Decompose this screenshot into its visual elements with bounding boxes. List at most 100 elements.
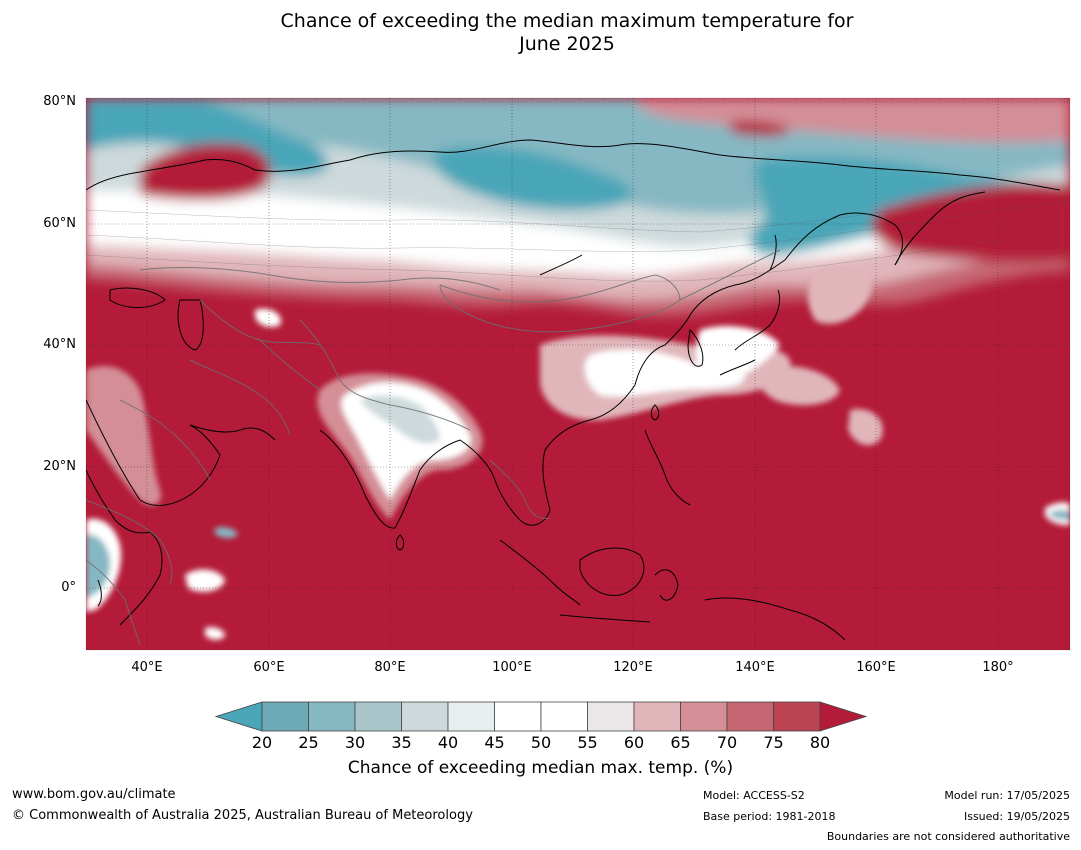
coast-kamchatka (894, 191, 986, 266)
coast-new-guinea (704, 597, 846, 641)
region-kamchatka-warm (808, 266, 872, 324)
colorbar-tick-65: 65 (670, 733, 691, 752)
border-africa (86, 499, 173, 586)
colorbar-tick-50: 50 (530, 733, 552, 752)
coast-africa (86, 469, 151, 534)
colorbar-bin-40-45 (447, 701, 495, 732)
coast-borneo (579, 547, 645, 596)
footer-disclaimer: Boundaries are not considered authoritat… (826, 830, 1070, 843)
region-arctic-warm (637, 98, 1070, 143)
region-india-35-45 (360, 395, 440, 444)
lon-label-40e: 40°E (131, 660, 163, 675)
coastlines (86, 139, 1061, 641)
contour-1 (86, 199, 1070, 252)
coast-japan (719, 289, 781, 376)
colorbar-bin-55-60 (587, 701, 635, 732)
colorbar-tick-45: 45 (484, 733, 505, 752)
india-tibet-shading (86, 266, 1070, 640)
colorbar-bin-65-70 (680, 701, 728, 732)
coast-okhotsk (784, 212, 903, 266)
anomaly-shading (86, 98, 1070, 316)
region-pacific-cool-core (1050, 509, 1070, 521)
coast-korea (687, 328, 704, 367)
border-africa-2 (86, 559, 141, 646)
coast-madagascar (97, 579, 102, 607)
map-title-line1: Chance of exceeding the median maximum t… (280, 10, 854, 32)
footer-model: Model: ACCESS-S2 (703, 789, 805, 802)
coast-indochina (542, 384, 636, 511)
colorbar-bin-30-35 (354, 701, 402, 732)
colorbar-tick-20: 20 (251, 733, 273, 752)
colorbar-tick-60: 60 (623, 733, 645, 752)
colorbar-bin-75-80 (773, 701, 821, 732)
country-boundaries (86, 249, 781, 646)
coast-scandinavia (86, 159, 256, 191)
region-ne-warm (872, 183, 1070, 263)
contour-3 (86, 194, 1001, 233)
region-below-20-central (433, 145, 633, 211)
lon-label-140e: 140°E (735, 660, 775, 675)
colorbar-bin-50-55 (540, 701, 588, 732)
colorbar (214, 701, 868, 732)
colorbar-tick-40: 40 (437, 733, 459, 752)
colorbar-bin-60-65 (633, 701, 681, 732)
region-arabia-55-70 (86, 366, 161, 506)
coast-india (319, 429, 461, 529)
region-arctic-warm-core (730, 120, 790, 137)
lat-label-40n: 40°N (43, 337, 76, 352)
colorbar-extend-high (819, 701, 868, 732)
footer-copyright: © Commonwealth of Australia 2025, Austra… (12, 808, 473, 823)
coast-black-sea (109, 287, 166, 308)
border-saudi (119, 399, 211, 481)
coast-arabia (86, 399, 221, 506)
region-japan-cool (696, 325, 780, 385)
colorbar-bin-25-30 (308, 701, 356, 732)
coast-russia-north (254, 139, 1061, 191)
colorbar-bin-20-25 (261, 701, 309, 732)
colorbar-bin-45-50 (494, 701, 542, 732)
region-pamir-pale (255, 308, 281, 327)
lon-label-180: 180° (982, 660, 1014, 675)
footer-url: www.bom.gov.au/climate (12, 787, 176, 802)
lon-label-80e: 80°E (374, 660, 406, 675)
region-scandinavia-warm (140, 143, 271, 200)
border-central-asia (199, 299, 321, 346)
coast-persian-gulf (189, 424, 276, 441)
border-indochina (489, 459, 551, 519)
coast-caspian (177, 299, 204, 351)
lat-label-0: 0° (61, 580, 76, 595)
region-pacific-pale (758, 366, 840, 406)
coast-taiwan (650, 404, 660, 421)
coast-sumatra (499, 539, 581, 606)
lon-label-160e: 160°E (856, 660, 896, 675)
region-pacific-pale-2 (848, 409, 883, 446)
coast-philippines (644, 429, 691, 506)
border-iran (189, 359, 291, 436)
region-ocean-cool-2 (205, 627, 225, 640)
colorbar-tick-35: 35 (391, 733, 412, 752)
lon-label-120e: 120°E (613, 660, 653, 675)
graticule (86, 98, 1070, 650)
map-title-line2: June 2025 (519, 33, 615, 55)
colorbar-bin-70-75 (726, 701, 774, 732)
footer-base-period: Base period: 1981-2018 (703, 810, 836, 823)
lat-label-60n: 60°N (43, 216, 76, 231)
coast-somalia (119, 531, 163, 626)
coast-china (634, 259, 786, 386)
region-east-asia-45-55 (584, 349, 745, 397)
region-ethiopia-cool (215, 527, 238, 538)
coast-lake-baikal (539, 254, 583, 276)
region-below-20-west (86, 100, 329, 176)
border-russia-china-east (679, 249, 781, 301)
border-china-west (299, 319, 471, 431)
region-ocean-cool-1 (185, 569, 225, 592)
coast-sulawesi (654, 569, 679, 601)
colorbar-title: Chance of exceeding median max. temp. (%… (347, 758, 734, 778)
colorbar-tick-30: 30 (344, 733, 366, 752)
colorbar-tick-25: 25 (298, 733, 319, 752)
lat-label-80n: 80°N (43, 94, 76, 109)
colorbar-tick-70: 70 (716, 733, 738, 752)
lon-label-60e: 60°E (253, 660, 285, 675)
border-kazakh-north (139, 267, 501, 291)
